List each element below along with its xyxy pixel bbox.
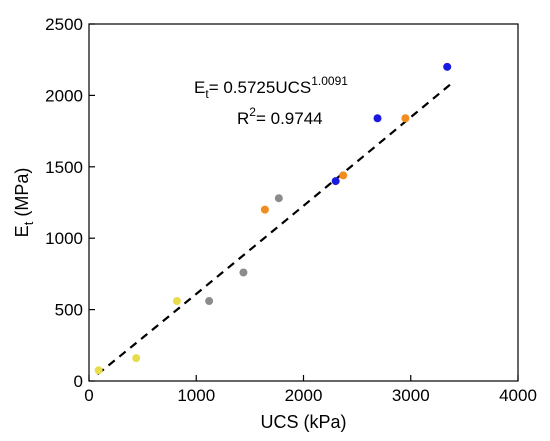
r-squared-annotation: R2= 0.9744	[237, 105, 323, 128]
data-point-4	[239, 268, 248, 277]
y-axis-label: Et (MPa)	[12, 168, 36, 238]
data-point-6	[260, 205, 269, 214]
data-point-8	[401, 114, 410, 123]
data-point-11	[443, 62, 452, 71]
y-tick-label-500: 500	[55, 301, 83, 320]
x-tick-label-3000: 3000	[392, 386, 430, 405]
x-tick-label-2000: 2000	[285, 386, 323, 405]
fit-equation-lhs-sub: t	[205, 87, 209, 101]
data-point-7	[339, 171, 348, 180]
fit-equation-body: = 0.5725UCS	[209, 78, 312, 97]
y-axis-label-main: E	[12, 225, 32, 237]
y-tick-label-1000: 1000	[45, 229, 83, 248]
fit-equation-exponent: 1.0091	[311, 74, 348, 88]
data-point-3	[205, 297, 214, 306]
y-tick-label-2000: 2000	[45, 86, 83, 105]
x-tick-label-0: 0	[84, 386, 93, 405]
x-tick-label-1000: 1000	[177, 386, 215, 405]
x-axis-label: UCS (kPa)	[260, 412, 346, 432]
data-point-0	[94, 366, 103, 375]
r-squared-value: = 0.9744	[256, 109, 323, 128]
y-axis-label-sub: t	[21, 221, 36, 225]
y-tick-label-2500: 2500	[45, 15, 83, 34]
r-squared-main: R	[237, 109, 249, 128]
y-tick-label-0: 0	[74, 372, 83, 391]
data-point-10	[373, 114, 382, 123]
data-point-9	[331, 177, 340, 186]
fit-line	[96, 82, 453, 376]
fit-equation-lhs: E	[194, 78, 205, 97]
y-axis-label-unit: (MPa)	[12, 168, 32, 222]
x-tick-label-4000: 4000	[499, 386, 537, 405]
y-tick-label-1500: 1500	[45, 158, 83, 177]
r-squared-sup: 2	[249, 105, 256, 119]
data-point-5	[274, 194, 283, 203]
data-point-1	[132, 354, 141, 363]
fit-equation-annotation: Et= 0.5725UCS1.0091	[194, 74, 348, 101]
data-point-2	[172, 297, 181, 306]
